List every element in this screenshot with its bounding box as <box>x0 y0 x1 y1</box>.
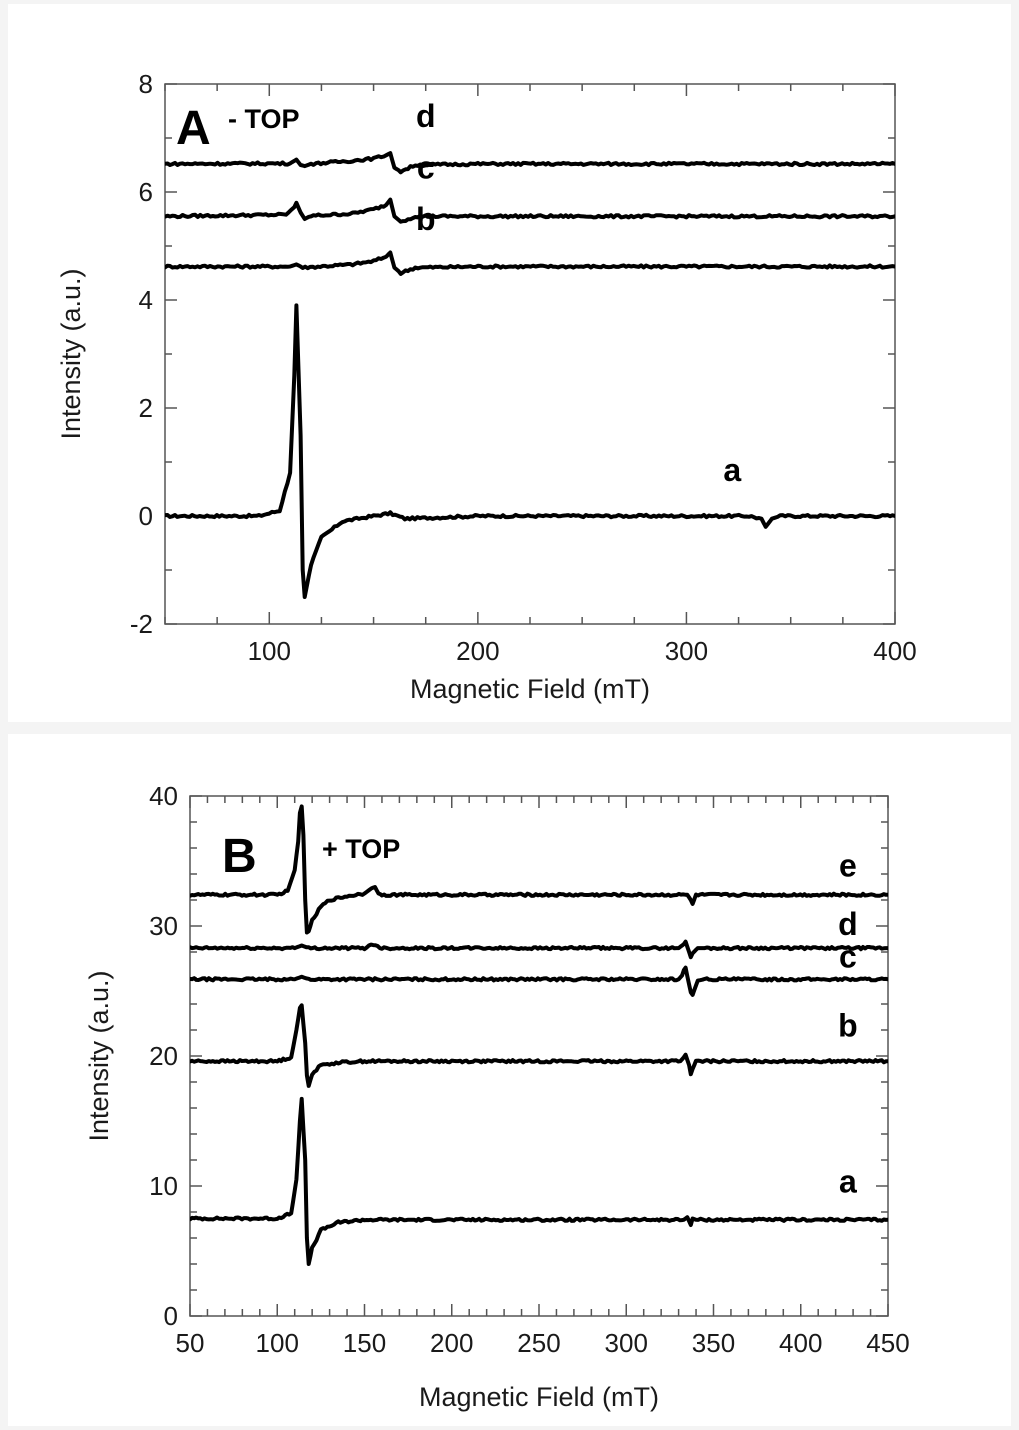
series-line-a <box>165 303 895 599</box>
x-axis-title: Magnetic Field (mT) <box>419 1382 659 1412</box>
series-line-c <box>165 197 895 224</box>
y-tick-label: 20 <box>149 1041 178 1071</box>
series-label-b: b <box>416 201 436 237</box>
x-tick-label: 100 <box>248 636 291 666</box>
y-tick-label: 0 <box>139 501 153 531</box>
x-tick-label: 100 <box>256 1328 299 1358</box>
series-label-d: d <box>838 906 858 942</box>
x-tick-label: 150 <box>343 1328 386 1358</box>
y-tick-label: 2 <box>139 393 153 423</box>
series-line-b <box>165 250 895 276</box>
x-tick-label: 200 <box>456 636 499 666</box>
x-tick-label: 450 <box>866 1328 909 1358</box>
panel-tag: - TOP <box>228 104 300 134</box>
series-label-a: a <box>723 452 741 488</box>
series-line-d <box>165 151 895 175</box>
series-label-e: e <box>839 848 857 884</box>
chart-b-svg: 50 100 150 200 250 300 350 400 450 0 10 20 30 40 Magne… <box>84 781 910 1412</box>
series-line-c <box>190 965 888 997</box>
panel-letter: A <box>176 102 211 155</box>
panel-letter: B <box>222 830 257 883</box>
y-tick-label: 4 <box>139 285 153 315</box>
y-axis-title: Intensity (a.u.) <box>84 970 114 1141</box>
y-tick-label: 40 <box>149 781 178 811</box>
series-line-e <box>190 804 888 935</box>
y-tick-label: 8 <box>139 69 153 99</box>
y-tick-label: 30 <box>149 911 178 941</box>
panel-tag: + TOP <box>322 834 400 864</box>
series-label-a: a <box>839 1164 857 1200</box>
x-tick-label: 400 <box>873 636 916 666</box>
panel-b: 50 100 150 200 250 300 350 400 450 0 10 20 30 40 Magne… <box>8 734 1011 1426</box>
y-axis-title: Intensity (a.u.) <box>56 268 86 439</box>
x-tick-label: 300 <box>605 1328 648 1358</box>
series-label-c: c <box>839 939 857 975</box>
series-label-d: d <box>416 98 436 134</box>
series-line-d <box>190 939 888 960</box>
x-tick-label: 50 <box>176 1328 205 1358</box>
series-line-b <box>190 1003 888 1088</box>
x-tick-label: 300 <box>665 636 708 666</box>
series-line-a <box>190 1096 888 1266</box>
series-label-b: b <box>838 1008 858 1044</box>
y-tick-label: 0 <box>164 1301 178 1331</box>
y-tick-label: 6 <box>139 177 153 207</box>
y-tick-label: 10 <box>149 1171 178 1201</box>
y-tick-label: -2 <box>130 609 153 639</box>
x-tick-label: 400 <box>779 1328 822 1358</box>
x-tick-label: 250 <box>517 1328 560 1358</box>
chart-a-svg: 100 200 300 400 -2 0 2 4 6 8 Magnetic Field (mT) In… <box>56 69 917 704</box>
x-tick-label: 200 <box>430 1328 473 1358</box>
x-tick-label: 350 <box>692 1328 735 1358</box>
panel-a: 100 200 300 400 -2 0 2 4 6 8 Magnetic Field (mT) In… <box>8 4 1011 722</box>
x-axis-title: Magnetic Field (mT) <box>410 674 650 704</box>
series-label-c: c <box>417 150 435 186</box>
